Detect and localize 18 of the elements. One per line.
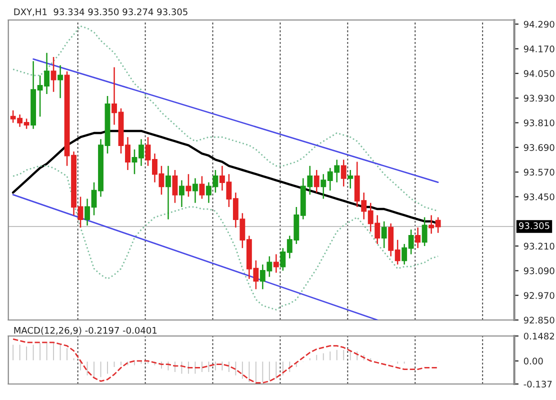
y-tick-label: 93.450 [524,193,554,200]
y-tick-label: 94.050 [524,70,554,77]
chart-title: DXY,H1 93.334 93.350 93.274 93.305 [14,8,188,16]
y-tick-label: 93.690 [524,144,554,151]
y-tick-label: 93.570 [524,168,554,176]
y-tick-label: 93.210 [524,242,554,250]
y-tick-label: 0.00 [524,358,543,364]
chart-title: MACD(12,26,9) -0.2197 -0.0401 [14,326,157,335]
ref-line-label: 93.305 [519,222,550,230]
y-tick-label: 0.1482 [524,332,554,340]
y-tick-label: 94.170 [524,45,554,52]
y-tick-label: 93.810 [524,119,554,126]
y-tick-label: -0.137 [524,380,552,388]
y-tick-label: 93.090 [524,267,554,274]
y-tick-label: 92.850 [524,316,554,324]
y-tick-label: 93.930 [524,94,554,102]
y-tick-label: 94.290 [524,20,554,28]
y-tick-label: 92.970 [524,292,554,299]
